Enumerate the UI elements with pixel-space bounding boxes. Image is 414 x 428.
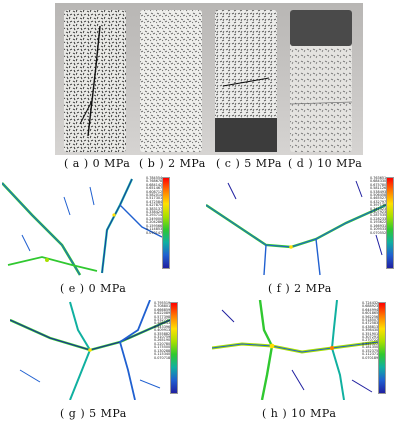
caption-d: ( d ) 10 MPa (288, 157, 363, 170)
caption-b: ( b ) 2 MPa (139, 157, 206, 170)
specimen-photo-d (288, 6, 354, 154)
caption-e: ( e ) 0 MPa (60, 282, 127, 295)
caption-h: ( h ) 10 MPa (262, 407, 337, 420)
caption-c: ( c ) 5 MPa (216, 157, 282, 170)
colorbar-g (170, 302, 178, 394)
caption-g: ( g ) 5 MPa (60, 407, 127, 420)
colorbar-h (378, 302, 386, 394)
specimen-photo-a (62, 6, 128, 154)
caption-a: ( a ) 0 MPa (64, 157, 131, 170)
crack-panel-g (10, 300, 170, 400)
caption-f: ( f ) 2 MPa (268, 282, 332, 295)
scale-e: 0.784554 0.768678 0.684142 0.651467 0.608712… (146, 176, 163, 235)
crack-panel-h (212, 300, 378, 400)
crack-panel-e (2, 175, 162, 277)
scale-g: 0.795519 0.708801 0.666859 0.622089 0.577398… (154, 301, 171, 360)
scale-h: 0.724432 0.688923 0.644994 0.601865 0.562256… (362, 301, 379, 360)
crack-panel-f (206, 175, 386, 277)
colorbar-e (162, 177, 170, 269)
specimen-photo-b (138, 6, 204, 154)
scale-f: 0.763651 0.684330 0.675780 0.581126 0.538493… (370, 176, 387, 235)
specimen-photo-c (213, 6, 279, 154)
colorbar-f (386, 177, 394, 269)
